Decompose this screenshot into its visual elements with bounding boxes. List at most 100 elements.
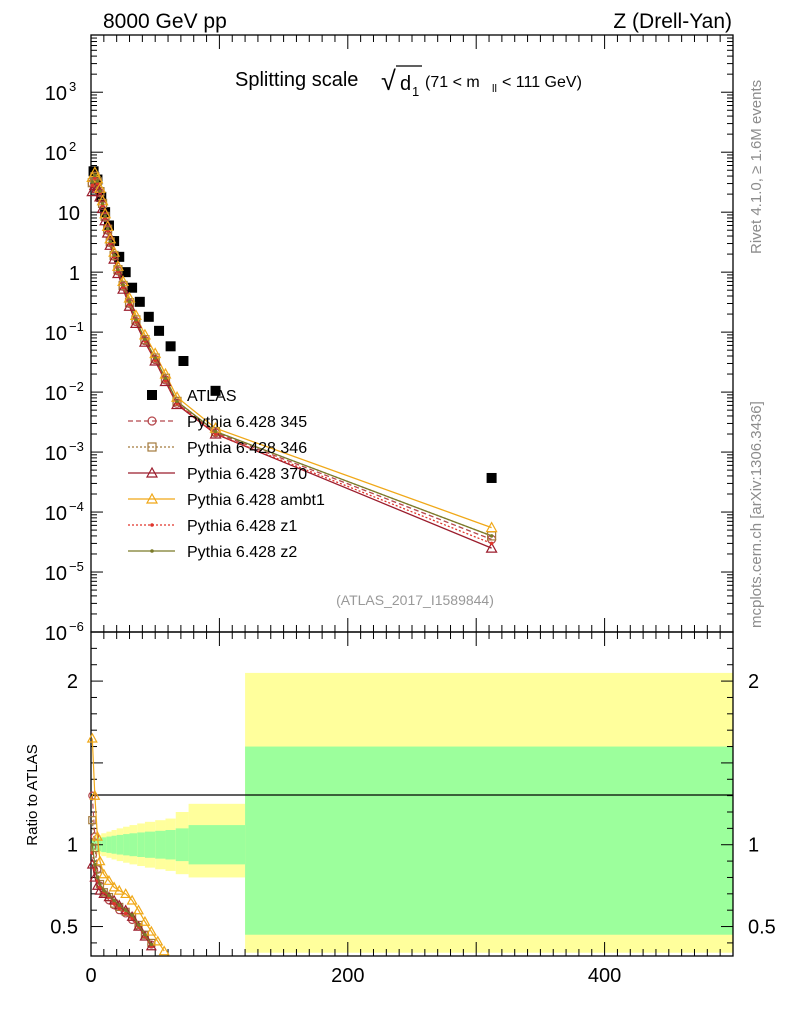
rivet-label: Rivet 4.1.0, ≥ 1.6M events [748,80,765,254]
main-data-point [93,174,97,178]
main-y-tick-exponent: −2 [69,379,84,394]
ratio-data-point [143,933,147,937]
main-data-point [487,473,497,483]
stat-band [106,837,111,853]
stat-band [165,830,175,859]
title-sqrt: √ [381,66,396,96]
legend-label: Pythia 6.428 345 [187,414,307,431]
main-y-tick-label: 10 [45,143,67,165]
main-plot-frame [91,35,733,632]
main-data-point [103,214,107,218]
stat-band [145,832,155,858]
main-data-point [143,337,147,341]
main-data-point [490,534,494,538]
main-y-tick-label: 10 [45,503,67,525]
legend-label: Pythia 6.428 370 [187,466,307,483]
main-data-point [96,179,100,183]
ratio-data-point [124,912,128,916]
ratio-y-tick-label-right: 0.5 [748,917,776,939]
main-data-point [90,184,94,188]
ratio-y-tick-label-left: 2 [67,671,78,693]
x-tick-label: 200 [331,965,364,987]
main-data-point [116,268,120,272]
stat-band [123,834,129,855]
ratio-data-point [130,913,134,917]
main-y-tick-label: 10 [45,623,67,645]
stat-band [245,747,733,935]
ratio-y-tick-label-right: 2 [748,671,759,693]
main-data-point [106,227,110,231]
stat-band [176,828,189,861]
main-data-point [490,542,494,546]
ratio-uncertainty-bands [91,673,733,953]
ratio-data-point [96,876,100,880]
stat-band [189,825,245,864]
stat-band [112,836,117,854]
ratio-data-point [98,882,102,886]
main-data-point [175,400,179,404]
title-range-a: (71 < m [425,74,480,91]
ratio-data-point [90,843,94,847]
header-left: 8000 GeV pp [103,10,227,33]
main-data-point [178,356,188,366]
stat-band [137,832,145,857]
legend-marker [150,523,154,527]
main-y-tick-exponent: −4 [69,499,84,514]
main-y-tick-label: 10 [58,203,80,225]
main-data-point [144,312,154,322]
legend-marker [150,549,154,553]
ratio-data-point [107,894,111,898]
main-y-tick-label: 1 [69,263,80,285]
ratio-data-point [102,889,106,893]
ratio-data-point [124,908,128,912]
main-y-tick-exponent: −5 [69,559,84,574]
main-data-point [135,297,145,307]
x-tick-label: 0 [85,965,96,987]
main-y-tick-exponent: 2 [69,139,76,154]
mcplots-label: mcplots.cern.ch [arXiv:1306.3436] [748,401,765,628]
main-data-point [112,253,116,257]
ratio-data-point [150,943,154,947]
legend-label: Pythia 6.428 z2 [187,544,297,561]
main-y-tick-label: 10 [45,323,67,345]
header-right: Z (Drell-Yan) [613,10,732,33]
ratio-y-tick-label-left: 1 [67,835,78,857]
ratio-data-point [117,903,121,907]
main-y-tick-label: 10 [45,563,67,585]
analysis-id: (ATLAS_2017_I1589844) [336,592,494,608]
main-y-tick-exponent: 3 [69,79,76,94]
legend-label: Pythia 6.428 z1 [187,518,297,535]
main-y-tick-label: 10 [45,383,67,405]
main-data-point [98,189,102,193]
ratio-ylabel: Ratio to ATLAS [24,744,41,845]
main-data-point [153,356,157,360]
main-data-point [127,283,137,293]
main-data-point [90,180,94,184]
stat-band [117,835,123,855]
main-y-tick-exponent: −1 [69,319,84,334]
ratio-data-point [112,899,116,903]
main-data-point [164,376,168,380]
main-data-point [154,326,164,336]
plot-title: Splitting scale √ d 1 (71 < m ll < 111 G… [235,66,582,99]
main-y-tick-exponent: −3 [69,439,84,454]
x-tick-label: 400 [588,965,621,987]
legend-label: Pythia 6.428 ambt1 [187,492,325,509]
ratio-data-point [93,863,97,867]
title-var-sub: 1 [412,84,419,99]
main-data-point [128,300,132,304]
main-data-point [108,240,112,244]
main-y-tick-exponent: −6 [69,619,84,634]
main-data-point [101,202,105,206]
title-var: d [400,73,411,95]
stat-band [130,833,138,856]
legend-label: Pythia 6.428 346 [187,440,307,457]
legend-marker [147,390,157,400]
ratio-data-point [137,923,141,927]
ratio-data-point [117,907,121,911]
main-data-point [166,341,176,351]
legend-label: ATLAS [187,388,237,405]
ratio-y-tick-label-right: 1 [748,835,759,857]
ratio-y-tick-label-left: 0.5 [50,917,78,939]
